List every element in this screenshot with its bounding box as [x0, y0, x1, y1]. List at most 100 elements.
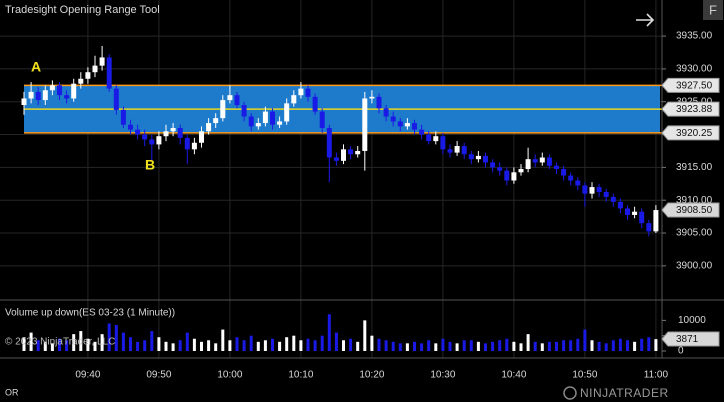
candle-body [589, 187, 595, 194]
volume-bar [498, 340, 502, 351]
candle-body [206, 123, 212, 132]
opening-range-label: 3923.88 [676, 104, 713, 115]
volume-bar [654, 339, 658, 351]
candle-body [532, 159, 538, 163]
candle-body [426, 134, 432, 142]
candle-body [646, 223, 652, 232]
candle-body [341, 149, 346, 161]
candle-body [333, 157, 339, 161]
volume-bar [476, 341, 480, 351]
x-tick-label: 10:30 [430, 370, 455, 381]
volume-bar [207, 340, 211, 351]
last-price-label-box [661, 202, 720, 218]
candle-body [170, 127, 176, 132]
volume-bar [533, 341, 537, 351]
candle-body [319, 111, 325, 128]
candle-body [433, 136, 439, 142]
candle-body [262, 111, 268, 124]
candle-body [149, 139, 155, 145]
marks [21, 45, 662, 351]
volume-bar [221, 329, 225, 351]
f-button-label[interactable]: F [709, 2, 717, 17]
candle-body [483, 155, 488, 163]
volume-bar [618, 338, 622, 351]
volume-bar [576, 338, 580, 351]
volume-bar [263, 340, 267, 351]
candle-body [397, 121, 403, 127]
volume-bar [143, 340, 147, 351]
y-tick-label: 3930.00 [676, 64, 713, 75]
candle-body [312, 96, 318, 112]
copyright: © 2023 NinjaTrader, LLC [5, 337, 115, 348]
volume-bar [228, 340, 232, 351]
candle-body [213, 118, 219, 124]
volume-bar [58, 338, 61, 351]
volume-bar [79, 331, 83, 351]
volume-bar [441, 338, 445, 351]
f-button[interactable] [703, 0, 723, 20]
candle-body [291, 95, 297, 104]
last-volume-label: 3871 [676, 334, 699, 345]
volume-bar [214, 343, 218, 351]
volume-bar [256, 341, 260, 351]
volume-bar [540, 343, 544, 351]
candle-body [120, 109, 126, 125]
volume-bar [22, 337, 26, 351]
candle-body [561, 169, 567, 176]
volume-bar [562, 340, 566, 351]
volume-bar [349, 338, 353, 351]
candle-body [504, 170, 510, 181]
candle-body [383, 108, 389, 117]
volume-bar [356, 341, 360, 351]
volume-bar [29, 332, 33, 351]
volume-bar [370, 335, 374, 351]
logo-icon [563, 386, 577, 400]
candle-body [440, 136, 446, 150]
x-tick-label: 10:20 [359, 370, 384, 381]
candle-body [28, 91, 34, 99]
y-tick-label: 3910.00 [676, 195, 713, 206]
candle-body [142, 134, 148, 140]
volume-bar [427, 340, 431, 351]
volume-bar [100, 334, 104, 351]
volume-bar [150, 331, 154, 351]
volume-bar [299, 340, 303, 351]
candle-body [177, 127, 183, 138]
volume-bar [171, 343, 175, 351]
candle-body [305, 88, 311, 97]
volume-bar [448, 341, 452, 351]
candle-body [326, 127, 332, 158]
candle-body [49, 85, 55, 91]
volume-bar [306, 338, 310, 351]
volume-bar [455, 343, 459, 351]
candle-body [419, 129, 425, 135]
volume-bar [484, 343, 487, 351]
volume-bar [512, 341, 516, 351]
volume-bar [604, 343, 608, 351]
logo: NINJATRADER [580, 386, 669, 400]
grid [0, 0, 662, 358]
arrow-icon[interactable] [636, 13, 655, 27]
candle-body [35, 91, 41, 101]
candle-body [404, 123, 410, 127]
candle-body [518, 169, 524, 173]
volume-bar [420, 343, 424, 351]
candle-body [362, 98, 368, 151]
volume-bar [72, 334, 76, 351]
candle-body [248, 116, 254, 127]
volume-bar [235, 337, 239, 351]
last-price-label: 3908.50 [676, 205, 713, 216]
candle-body [412, 123, 417, 130]
candle-body [156, 136, 162, 145]
candle-body [106, 57, 112, 89]
volume-bar [611, 340, 615, 351]
volume-bar [505, 338, 509, 351]
chart-title: Tradesight Opening Range Tool [5, 4, 160, 16]
candle-body [369, 96, 375, 99]
candle-body [617, 201, 623, 209]
volume-bar [192, 338, 196, 351]
x-tick-label: 10:40 [501, 370, 526, 381]
candle-body [575, 180, 581, 186]
candle-body [454, 146, 460, 153]
candle-body [447, 149, 453, 153]
